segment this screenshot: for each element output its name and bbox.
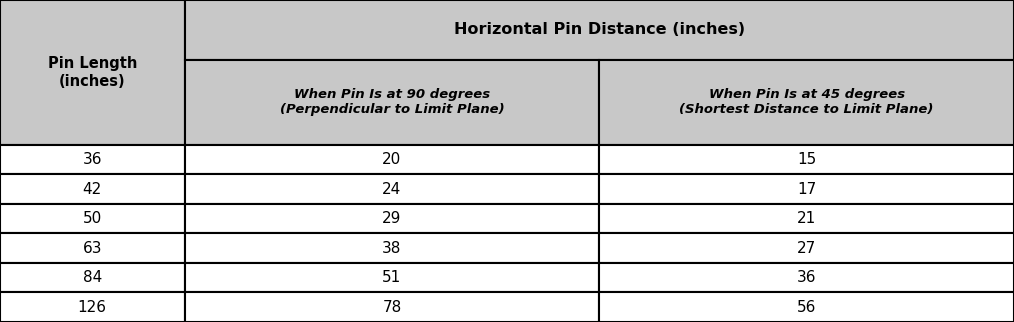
Bar <box>0 233 185 263</box>
Bar <box>599 145 1014 175</box>
Bar <box>599 233 1014 263</box>
Text: 51: 51 <box>382 270 402 285</box>
Text: 17: 17 <box>797 182 816 197</box>
Text: 63: 63 <box>82 241 102 256</box>
Text: When Pin Is at 90 degrees
(Perpendicular to Limit Plane): When Pin Is at 90 degrees (Perpendicular… <box>280 88 504 116</box>
Bar <box>0 263 185 292</box>
Bar <box>599 60 1014 145</box>
Bar <box>0 292 185 322</box>
Text: 15: 15 <box>797 152 816 167</box>
Text: When Pin Is at 45 degrees
(Shortest Distance to Limit Plane): When Pin Is at 45 degrees (Shortest Dist… <box>679 88 934 116</box>
Text: 27: 27 <box>797 241 816 256</box>
Text: 78: 78 <box>382 300 402 315</box>
Bar <box>0 175 185 204</box>
Bar <box>599 263 1014 292</box>
Bar <box>185 0 1014 60</box>
Text: 21: 21 <box>797 211 816 226</box>
Text: 56: 56 <box>797 300 816 315</box>
Text: 38: 38 <box>382 241 402 256</box>
Bar <box>185 263 599 292</box>
Text: 20: 20 <box>382 152 402 167</box>
Text: Horizontal Pin Distance (inches): Horizontal Pin Distance (inches) <box>453 22 745 37</box>
Bar <box>185 233 599 263</box>
Text: 126: 126 <box>78 300 106 315</box>
Text: Pin Length
(inches): Pin Length (inches) <box>48 56 137 89</box>
Text: 42: 42 <box>83 182 101 197</box>
Bar <box>185 204 599 233</box>
Bar <box>599 204 1014 233</box>
Bar <box>185 60 599 145</box>
Text: 50: 50 <box>83 211 101 226</box>
Text: 29: 29 <box>382 211 402 226</box>
Bar <box>0 145 185 175</box>
Bar <box>0 0 185 145</box>
Bar <box>185 175 599 204</box>
Bar <box>0 204 185 233</box>
Bar <box>599 175 1014 204</box>
Text: 84: 84 <box>83 270 101 285</box>
Bar <box>185 145 599 175</box>
Text: 36: 36 <box>82 152 102 167</box>
Bar <box>599 292 1014 322</box>
Text: 24: 24 <box>382 182 402 197</box>
Text: 36: 36 <box>797 270 816 285</box>
Bar <box>185 292 599 322</box>
